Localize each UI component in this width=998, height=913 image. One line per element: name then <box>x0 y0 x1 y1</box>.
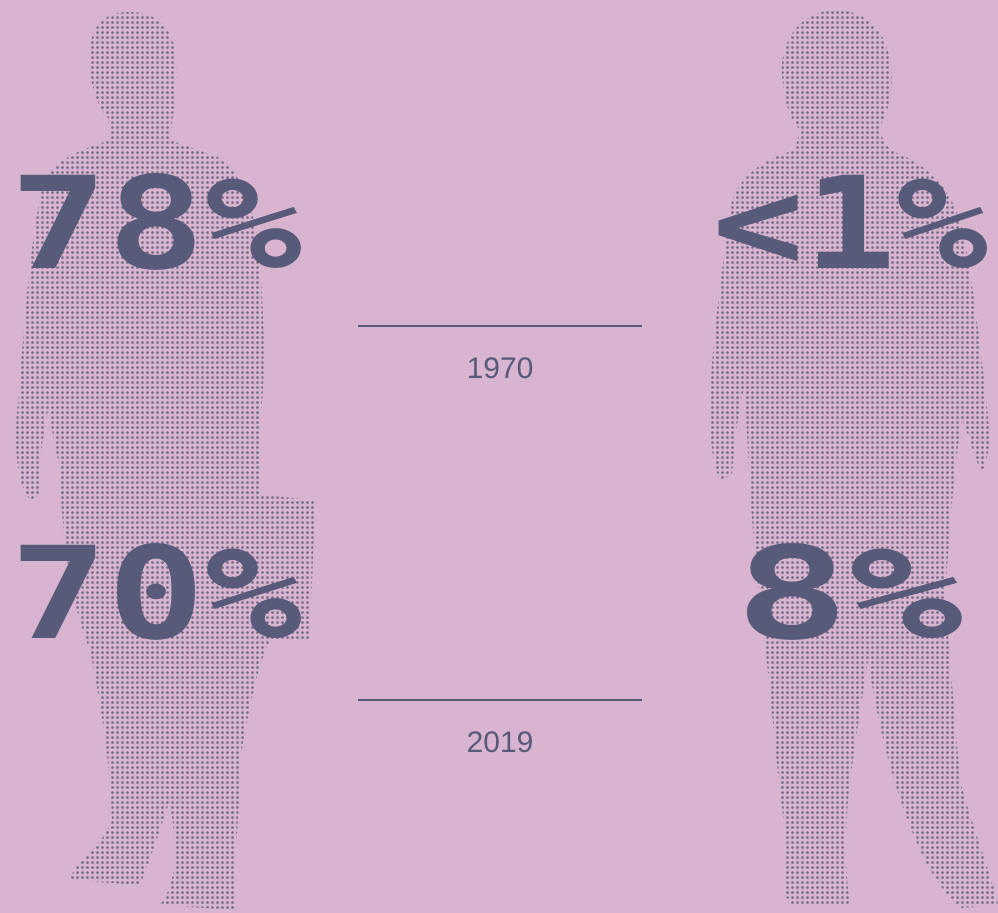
percent-right: 8% <box>735 520 963 669</box>
percent-left: 70% <box>10 520 302 669</box>
man-silhouette <box>15 12 315 910</box>
woman-silhouette <box>709 10 998 908</box>
year-label: 1970 <box>467 352 534 385</box>
percent-left: 78% <box>10 150 302 299</box>
year-label: 2019 <box>467 726 534 759</box>
percent-right: <1% <box>712 150 988 299</box>
